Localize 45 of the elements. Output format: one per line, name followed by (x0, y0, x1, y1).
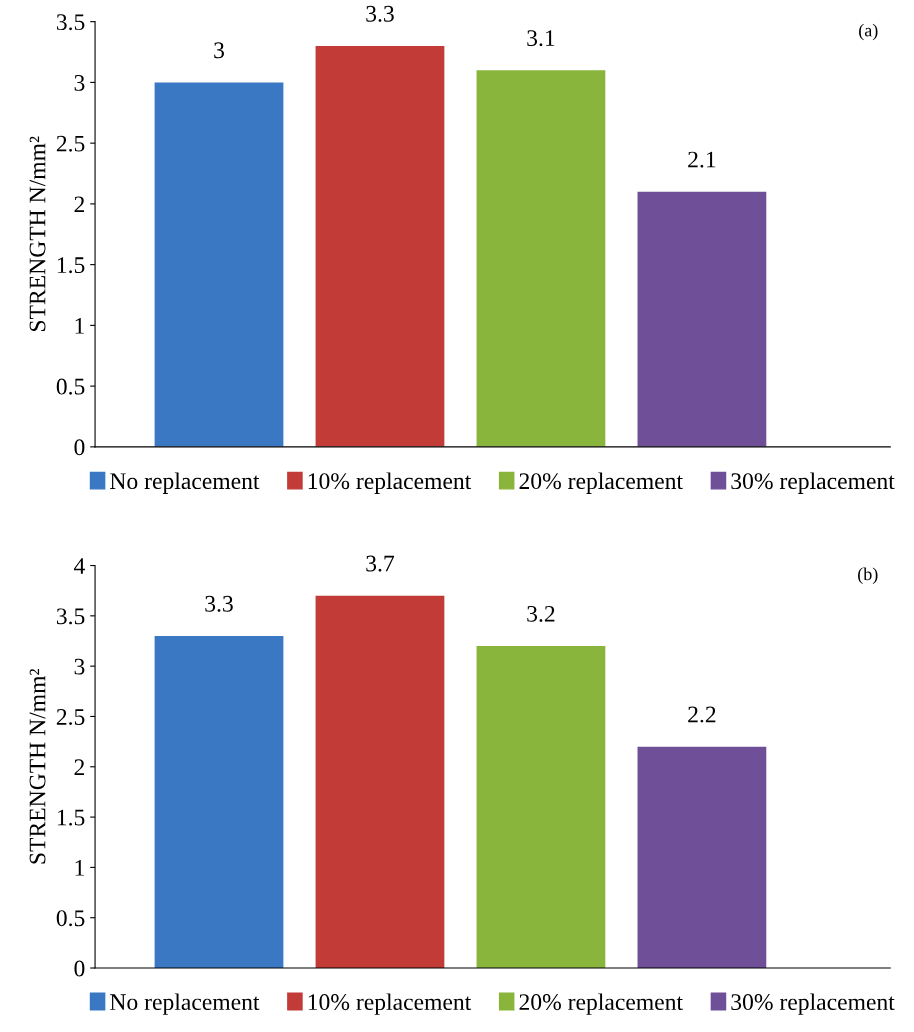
data-label: 3.7 (366, 555, 395, 572)
legend-label: 30% replacement (731, 993, 895, 1015)
y-tick-label: 4 (73, 558, 85, 574)
y-tick-label: 3 (74, 658, 85, 675)
bar (154, 82, 284, 447)
y-tick-label: 2.5 (56, 135, 85, 152)
data-label: 2.1 (688, 151, 716, 168)
bar (315, 45, 445, 447)
annotation: (b) (858, 567, 878, 584)
legend-label: 10% replacement (308, 993, 472, 1015)
legend-label: 20% replacement (519, 472, 683, 494)
y-tick-label: 2.5 (56, 709, 85, 725)
y-tick-label: 1.5 (57, 257, 85, 274)
annotation: (a) (859, 23, 878, 41)
legend-label: 10% replacement (308, 472, 472, 494)
y-tick-label: 0 (74, 960, 85, 977)
bar (637, 746, 767, 969)
y-tick-label: 2 (74, 196, 85, 213)
y-tick-label: 0.5 (56, 910, 85, 927)
bar (154, 635, 284, 969)
y-tick-label: 0.5 (56, 378, 85, 395)
data-label: 3.2 (527, 605, 555, 622)
bar (476, 70, 606, 447)
bar (315, 595, 445, 969)
data-label: 2.2 (688, 706, 716, 723)
bar (476, 646, 606, 969)
data-label: 3.1 (527, 30, 555, 47)
y-axis-title: STRENGTH N/mm² (29, 136, 46, 331)
y-tick-label: 1.5 (57, 809, 85, 826)
legend-label: 20% replacement (519, 993, 683, 1015)
y-tick-label: 1 (75, 317, 84, 334)
data-label: 3.3 (205, 595, 233, 612)
y-axis-title: STRENGTH N/mm² (29, 669, 46, 864)
legend-label: 30% replacement (731, 472, 895, 494)
data-label: 3 (214, 42, 224, 59)
y-tick-label: 0 (74, 439, 85, 456)
y-tick-label: 3.5 (56, 14, 85, 31)
y-tick-label: 3.5 (56, 608, 85, 625)
legend-label: No replacement (110, 993, 260, 1015)
legend-label: No replacement (110, 472, 260, 494)
y-tick-label: 3 (74, 74, 85, 91)
bar (637, 191, 767, 447)
y-tick-label: 1 (75, 860, 84, 876)
data-label: 3.3 (366, 5, 394, 22)
y-tick-label: 2 (74, 759, 85, 775)
